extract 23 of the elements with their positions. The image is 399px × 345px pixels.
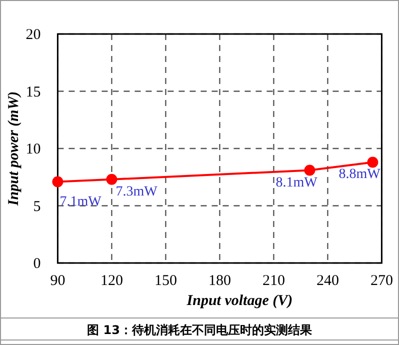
y-tick-label: 0 [33, 256, 41, 272]
point [304, 164, 316, 176]
point [52, 176, 64, 188]
text: 7.1mW [60, 194, 102, 210]
y-tick-label: 20 [26, 27, 41, 43]
y-tick-label: 10 [26, 142, 41, 158]
text: 8.1mW [276, 175, 318, 190]
y-tick-label: 5 [33, 198, 41, 215]
y-axis-title: Input power (mW) [6, 91, 22, 207]
caption: 图 13：待机消耗在不同电压时的实测结果 [87, 323, 313, 337]
y-tick-label: 15 [26, 84, 41, 100]
text: 7.3mW [116, 184, 158, 200]
x-tick-label: 150 [154, 273, 177, 289]
x-tick-label: 120 [100, 273, 123, 289]
point [106, 174, 118, 185]
x-tick-label: 240 [316, 273, 339, 289]
x-axis-title: Input voltage (V) [186, 293, 293, 309]
x-tick-label: 210 [262, 273, 285, 289]
text: 8.8mW [338, 167, 380, 182]
x-tick-label: 90 [50, 273, 66, 289]
x-tick-label: 180 [208, 273, 231, 289]
point [367, 156, 378, 168]
x-tick-label: 270 [370, 273, 393, 289]
